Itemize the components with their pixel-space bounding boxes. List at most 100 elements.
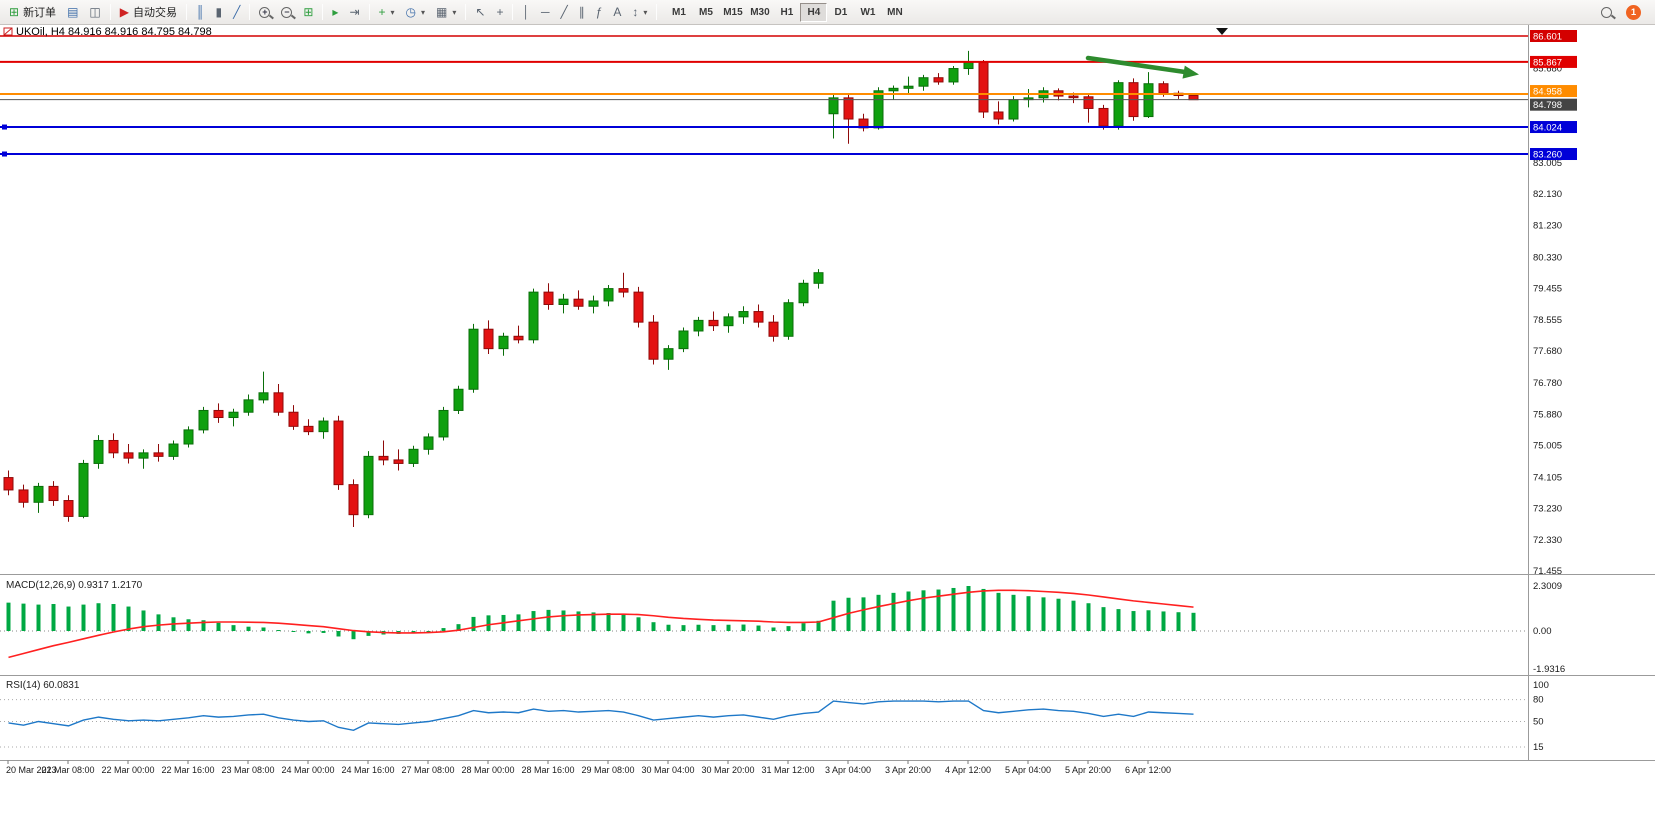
candle [708, 319, 719, 327]
tf-h4-button[interactable]: H4 [800, 2, 828, 22]
indicators-button[interactable]: + ▾ [374, 2, 400, 22]
toolbar-separator [656, 4, 658, 20]
trendline-button[interactable]: ╱ [555, 2, 572, 22]
time-label: 3 Apr 04:00 [825, 765, 871, 775]
hline-handle[interactable] [2, 124, 7, 130]
time-label: 24 Mar 00:00 [281, 765, 334, 775]
price-tick: 71.455 [1533, 566, 1562, 577]
candle [933, 77, 944, 83]
channel-button[interactable]: ∥ [574, 2, 590, 22]
time-label: 28 Mar 16:00 [521, 765, 574, 775]
rsi-axis-label: 15 [1533, 742, 1544, 753]
tf-h1-button[interactable]: H1 [780, 6, 794, 18]
hline-handle[interactable] [2, 151, 7, 157]
time-label: 5 Apr 04:00 [1005, 765, 1051, 775]
chart-shift-button[interactable]: ⇥ [344, 2, 364, 22]
profiles-button[interactable]: ◫ [84, 2, 105, 22]
arrows-tool-button[interactable]: ↕ ▾ [627, 2, 652, 22]
crosshair-button[interactable]: + [491, 2, 508, 22]
time-label: 30 Mar 04:00 [641, 765, 694, 775]
zoom-in-button[interactable]: + [254, 2, 275, 22]
candle [303, 425, 314, 433]
price-axis[interactable] [1528, 25, 1655, 760]
candle [903, 85, 914, 89]
chart-svg[interactable]: UKOil, H4 84.916 84.916 84.795 84.798 85.… [0, 25, 1655, 827]
auto-scroll-icon: ▸ [332, 5, 339, 19]
chart-plot[interactable] [0, 25, 1528, 574]
candle [753, 311, 764, 323]
toolbar-separator [185, 4, 187, 20]
time-label: 29 Mar 08:00 [581, 765, 634, 775]
tile-windows-button[interactable]: ⊞ [298, 2, 318, 22]
new-order-icon: ⊞ [9, 5, 20, 19]
horizontal-line-button[interactable]: ─ [536, 2, 555, 22]
time-axis[interactable] [0, 761, 1655, 827]
fibonacci-button[interactable]: ƒ [591, 2, 608, 22]
candle [243, 399, 254, 413]
trend-arrow[interactable] [1085, 55, 1188, 75]
candle [168, 443, 179, 457]
toolbar-separator [322, 4, 324, 20]
tf-m15-button[interactable]: M15 [723, 6, 743, 18]
search-icon[interactable] [1601, 6, 1612, 18]
candle [498, 335, 509, 350]
new-order-button[interactable]: ⊞ 新订单 [4, 2, 61, 22]
candle [993, 111, 1004, 120]
auto-trading-label: 自动交易 [132, 7, 177, 19]
toolbar-separator [109, 4, 111, 20]
auto-scroll-button[interactable]: ▸ [327, 2, 343, 22]
candle [693, 319, 704, 332]
candle [918, 77, 929, 87]
toolbar-separator [368, 4, 370, 20]
candle [618, 288, 629, 293]
zoom-out-button[interactable]: − [276, 2, 297, 22]
timeframe-toolbar: M1 M5 M15 M30 H1 H4 D1 W1 MN [665, 2, 908, 22]
notification-badge[interactable]: 1 [1626, 4, 1641, 20]
candle [963, 62, 974, 70]
caret-down-icon: ▾ [643, 7, 648, 17]
candle [63, 500, 74, 517]
candle [468, 328, 479, 390]
line-chart-button[interactable]: ╱ [228, 2, 245, 22]
time-label: 20 Mar 2023 [6, 765, 57, 775]
candle [843, 97, 854, 120]
vertical-line-icon: │ [522, 5, 530, 19]
candle [1098, 107, 1109, 127]
candle [123, 452, 134, 459]
tf-m5-button[interactable]: M5 [698, 6, 713, 18]
price-tick: 79.455 [1533, 283, 1562, 294]
templates-button[interactable]: ▦ ▾ [431, 2, 461, 22]
tf-w1-button[interactable]: W1 [860, 6, 876, 18]
chart-window-button[interactable]: ▤ [62, 2, 83, 22]
candle [438, 409, 449, 438]
tf-m30-button[interactable]: M30 [750, 6, 770, 18]
zoom-out-icon: − [281, 6, 293, 18]
price-badge [1530, 55, 1577, 68]
candle [1188, 95, 1199, 101]
time-label: 21 Mar 08:00 [41, 765, 94, 775]
periods-button[interactable]: ◷ ▾ [401, 2, 431, 22]
candle [573, 298, 584, 307]
candle [678, 330, 689, 350]
macd-pane[interactable] [0, 575, 1528, 675]
macd-signal-line [8, 589, 1194, 659]
candle [258, 392, 269, 401]
time-label: 6 Apr 12:00 [1125, 765, 1171, 775]
tf-mn-button[interactable]: MN [887, 6, 903, 18]
bar-chart-button[interactable]: ║ [191, 2, 210, 22]
line-chart-icon: ╱ [233, 5, 241, 19]
tf-m1-button[interactable]: M1 [671, 6, 686, 18]
candle [378, 455, 389, 461]
vertical-line-button[interactable]: │ [517, 2, 535, 22]
cursor-button[interactable]: ↖ [470, 2, 490, 22]
candle [198, 409, 209, 431]
text-tool-button[interactable]: A [608, 2, 626, 22]
candlestick-chart-button[interactable]: ▮ [211, 2, 228, 22]
chart-title: UKOil, H4 84.916 84.916 84.795 84.798 [16, 26, 212, 38]
auto-trading-button[interactable]: ▶ 自动交易 [115, 2, 182, 22]
candle [213, 409, 224, 419]
candle [1008, 99, 1019, 120]
tf-d1-button[interactable]: D1 [834, 6, 848, 18]
candlestick-chart-icon: ▮ [215, 5, 223, 19]
